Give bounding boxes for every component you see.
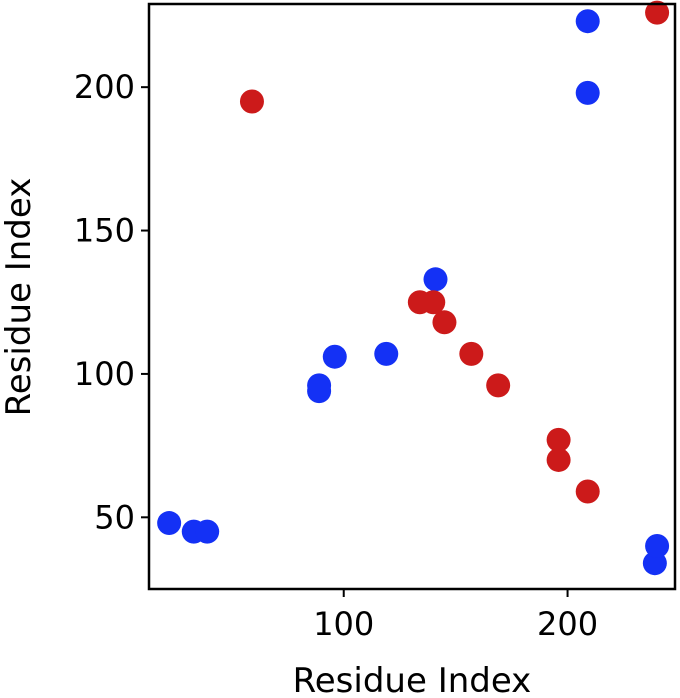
data-point-s0-9 [575,9,600,34]
data-points [157,0,670,576]
y-tick-label-0: 50 [94,498,135,536]
y-axis-ticks: 50 100 150 200 [74,68,149,536]
y-tick-label-3: 200 [74,68,135,106]
data-point-s1-0 [239,89,264,114]
plot-frame [147,2,677,591]
data-point-s0-6 [374,341,399,366]
x-axis-label: Residue Index [293,661,532,698]
data-point-s1-5 [486,373,511,398]
data-point-s0-2 [195,519,220,544]
data-point-s1-3 [432,310,457,335]
x-tick-label-0: 100 [313,605,374,643]
y-axis-label: Residue Index [0,178,39,417]
x-tick-label-1: 200 [537,605,598,643]
y-tick-label-1: 100 [74,355,135,393]
data-point-s1-2 [421,290,446,315]
y-tick-label-2: 150 [74,212,135,250]
data-point-s0-11 [645,533,670,558]
data-point-s0-5 [322,344,347,369]
data-point-s0-4 [307,373,332,398]
data-point-s0-8 [575,80,600,105]
data-point-s1-7 [546,447,571,472]
data-point-s1-9 [645,0,670,25]
data-point-s1-8 [575,479,600,504]
data-point-s0-0 [157,511,182,536]
data-point-s1-6 [546,427,571,452]
data-point-s1-4 [459,341,484,366]
data-point-s0-7 [423,267,448,292]
x-axis-ticks: 100 200 [313,589,598,643]
